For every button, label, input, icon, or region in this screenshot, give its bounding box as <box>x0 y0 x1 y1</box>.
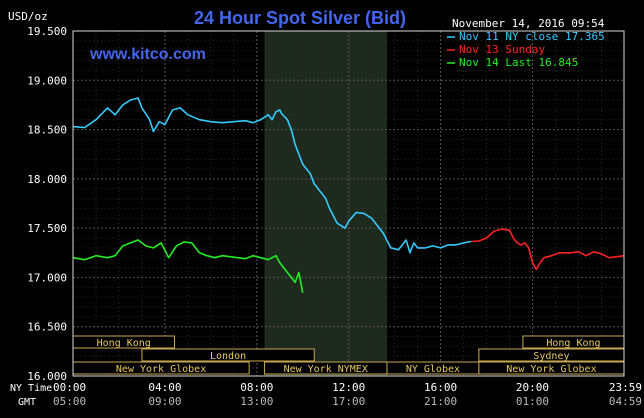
x-tick-label-gmt: 09:00 <box>148 395 181 408</box>
x-tick-label-gmt: 04:59 <box>609 395 642 408</box>
series-layer <box>72 97 625 293</box>
watermark-text: www.kitco.com <box>89 46 206 63</box>
y-tick-label: 19.000 <box>27 74 67 87</box>
session-label: Hong Kong <box>97 338 151 349</box>
chart-timestamp: November 14, 2016 09:54 <box>452 17 605 30</box>
plot-area: Hong Kong Hong Kong London Sydney New York G… <box>72 30 625 377</box>
x-tick-label-gmt: 01:00 <box>516 395 549 408</box>
session-label: New York Globex <box>506 364 596 375</box>
y-tick-label: 16.500 <box>27 321 67 334</box>
legend-entry: Nov 11 NY close 17.365 <box>459 30 605 43</box>
session-label: London <box>210 351 246 362</box>
x-tick-label-ny: 00:00 <box>53 381 86 394</box>
x-tick-label-ny: 16:00 <box>424 381 457 394</box>
x-tick-label-gmt: 17:00 <box>332 395 365 408</box>
x-tick-label-ny: 08:00 <box>240 381 273 394</box>
series-line <box>72 97 472 254</box>
y-tick-label: 16.000 <box>27 370 67 383</box>
x-axis-label-gmt: GMT <box>18 397 36 408</box>
y-tick-label: 19.500 <box>27 25 67 38</box>
session-label: Sydney <box>533 351 569 362</box>
legend-entry: Nov 13 Sunday <box>459 43 545 56</box>
market-sessions: Hong Kong Hong Kong London Sydney New York G… <box>72 335 625 375</box>
x-tick-label-gmt: 13:00 <box>240 395 273 408</box>
plot-frame <box>72 30 625 377</box>
session-box <box>141 348 315 362</box>
y-tick-label: 17.000 <box>27 271 67 284</box>
y-tick-label: 18.000 <box>27 173 67 186</box>
x-tick-label-ny: 20:00 <box>516 381 549 394</box>
x-tick-label-ny: 04:00 <box>148 381 181 394</box>
x-tick-label-gmt: 21:00 <box>424 395 457 408</box>
grid-lines <box>72 30 624 377</box>
x-axis-label-ny: NY Time <box>10 383 52 394</box>
x-tick-label-gmt: 05:00 <box>53 395 86 408</box>
x-tick-label-ny: 23:59 <box>609 381 642 394</box>
series-line <box>72 239 304 293</box>
x-tick-label-ny: 12:00 <box>332 381 365 394</box>
legend-entry: Nov 14 Last 16.845 <box>459 56 578 69</box>
session-label: Hong Kong <box>546 338 600 349</box>
session-label: New York NYMEX <box>284 364 368 375</box>
series-line <box>471 228 625 271</box>
y-axis-label: USD/oz <box>8 10 48 23</box>
y-axis-ticks: 19.500 19.000 18.500 18.000 17.500 17.000 16.5… <box>27 25 67 383</box>
session-label: NY Globex <box>406 364 460 375</box>
chart-title: 24 Hour Spot Silver (Bid) <box>194 8 406 28</box>
session-label: New York Globex <box>116 364 206 375</box>
y-tick-label: 17.500 <box>27 222 67 235</box>
y-tick-label: 18.500 <box>27 124 67 137</box>
